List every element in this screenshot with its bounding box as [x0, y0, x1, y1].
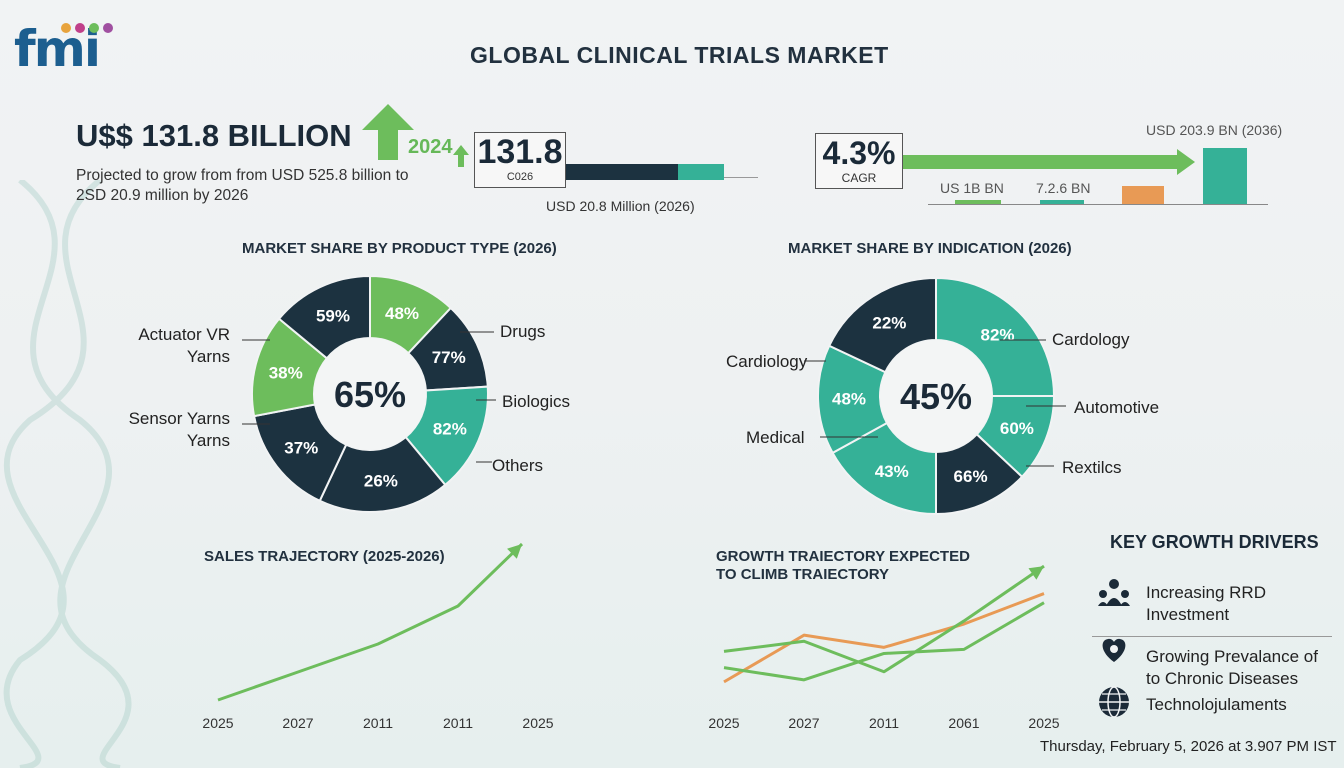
heart-hand-icon [1102, 638, 1126, 662]
callout-automotive: Automotive [1074, 398, 1160, 417]
callout-cardology: Cardology [1052, 330, 1130, 349]
indication-donut-center-label: 45% [900, 376, 972, 417]
logo-dots-icon [61, 23, 113, 33]
cagr-label: CAGR [841, 171, 877, 185]
dna-background-decoration [3, 180, 132, 768]
cagr-mini-label-1: US 1B BN [940, 180, 1004, 196]
callout-biologics: Biologics [502, 392, 571, 411]
growth-chart-series-1 [723, 564, 1045, 674]
market-value-box: 131.8 C026 [474, 132, 566, 188]
driver-1-text: Increasing RRD Investment [1146, 583, 1266, 624]
globe-icon [1099, 686, 1129, 718]
cagr-mini-label-2: 7.2.6 BN [1036, 180, 1091, 196]
headline-projection: Projected to grow from from USD 525.8 bi… [76, 167, 409, 204]
product-donut-slice-label-5: 38% [269, 363, 303, 382]
sales-chart-x-tick-3: 2011 [443, 715, 473, 731]
market-note: USD 20.8 Million (2026) [546, 198, 695, 214]
growth-trajectory-chart: 2025 2027 2011 2061 2025 [708, 564, 1060, 731]
growth-trajectory-title: GROWTH TRAIECTORY EXPECTED TO CLIMB TRAI… [716, 548, 970, 583]
growth-chart-x-tick-0: 2025 [708, 715, 739, 731]
product-donut-slice-label-4: 37% [284, 438, 318, 457]
market-bar-arrow [724, 177, 758, 178]
driver-3-text: Technolojulaments [1146, 695, 1287, 714]
donut1-callout-lines [242, 331, 496, 463]
indication-donut-slice-label-1: 60% [1000, 419, 1034, 438]
cagr-value: 4.3% [822, 135, 896, 171]
callout-rextilcs: Rextilcs [1062, 458, 1122, 477]
sales-chart-x-tick-4: 2025 [522, 715, 553, 731]
cagr-baseline [928, 204, 1268, 205]
sales-chart-x-tick-0: 2025 [202, 715, 233, 731]
sales-chart-x-tick-1: 2027 [282, 715, 313, 731]
page-title: GLOBAL CLINICAL TRIALS MARKET [470, 42, 889, 68]
donut2-callout-lines [804, 339, 1066, 467]
headline-value: U$$ 131.8 BILLION [76, 118, 352, 153]
growth-chart-series-0 [723, 592, 1045, 684]
callout-sensor: Sensor Yarns Yarns [128, 409, 230, 450]
growth-chart-series-1-arrowhead [1028, 566, 1044, 580]
cagr-arrow-head [1177, 149, 1195, 175]
indication-donut-slice-label-5: 22% [872, 314, 906, 333]
cagr-top-label: USD 203.9 BN (2036) [1146, 122, 1283, 138]
cagr-mini-bar-4 [1203, 148, 1247, 204]
people-network-icon [1098, 579, 1130, 606]
product-donut-center [314, 338, 426, 450]
indication-donut-slice-label-2: 66% [954, 467, 988, 486]
growth-chart-x-tick-1: 2027 [788, 715, 819, 731]
indication-title: MARKET SHARE BY INDICATION (2026) [788, 240, 1072, 257]
sales-chart-series-0 [217, 542, 524, 702]
indication-donut-slice-label-3: 43% [875, 462, 909, 481]
cagr-mini-bar-1 [955, 200, 1001, 204]
cagr-arrow [903, 155, 1183, 169]
cagr-mini-bar-2 [1040, 200, 1084, 204]
product-donut-slice-label-2: 82% [433, 420, 467, 439]
sales-trajectory-title: SALES TRAJECTORY (2025-2026) [204, 548, 445, 565]
driver-2-text: Growing Prevalance of to Chronic Disease… [1146, 647, 1318, 688]
callout-drugs: Drugs [500, 322, 546, 341]
callout-medical: Medical [746, 428, 805, 447]
product-donut-slice-label-1: 77% [432, 348, 466, 367]
market-bar-dark [566, 164, 678, 180]
market-value: 131.8 [477, 133, 563, 171]
indication-donut: 82%60%66%43%48%22%45% [817, 276, 1056, 516]
product-donut-slice-label-6: 59% [316, 306, 350, 325]
up-arrow-icon [362, 104, 414, 160]
driver-divider-1 [1092, 636, 1332, 637]
sales-chart-series-0-arrowhead [507, 544, 522, 559]
small-up-arrow-icon [453, 145, 469, 167]
sales-chart-x-tick-2: 2011 [363, 715, 393, 731]
year-label: 2024 [408, 136, 453, 158]
growth-chart-x-tick-4: 2025 [1028, 715, 1059, 731]
market-value-sub: C026 [506, 171, 534, 183]
product-type-title: MARKET SHARE BY PRODUCT TYPE (2026) [242, 240, 557, 257]
callout-actuator: Actuator VR Yarns [138, 325, 230, 366]
product-donut-center-label: 65% [334, 374, 406, 415]
indication-donut-slice-0 [935, 276, 1056, 397]
indication-donut-slice-label-4: 48% [832, 390, 866, 409]
product-type-donut: 48% 77% 82% 26% 37% 38% 59% 65% [251, 274, 489, 513]
drivers-title: KEY GROWTH DRIVERS [1110, 532, 1319, 552]
callout-cardiology: Cardiology [726, 352, 808, 371]
fmi-logo: fmi [14, 20, 101, 78]
product-donut-slice-label-0: 48% [385, 304, 419, 323]
growth-chart-series-2 [723, 601, 1045, 682]
growth-chart-x-tick-2: 2011 [869, 715, 899, 731]
cagr-box: 4.3% CAGR [815, 133, 903, 189]
product-donut-slice-label-3: 26% [364, 471, 398, 490]
indication-donut-center [880, 340, 992, 452]
callout-others: Others [492, 456, 544, 475]
growth-chart-x-tick-3: 2061 [948, 715, 979, 731]
market-bar-teal [678, 164, 724, 180]
sales-trajectory-chart: 2025 2027 2011 2011 2025 [202, 542, 554, 731]
cagr-mini-bar-3 [1122, 186, 1164, 204]
footer-date: Thursday, February 5, 2026 at 3.907 PM I… [1040, 738, 1337, 755]
